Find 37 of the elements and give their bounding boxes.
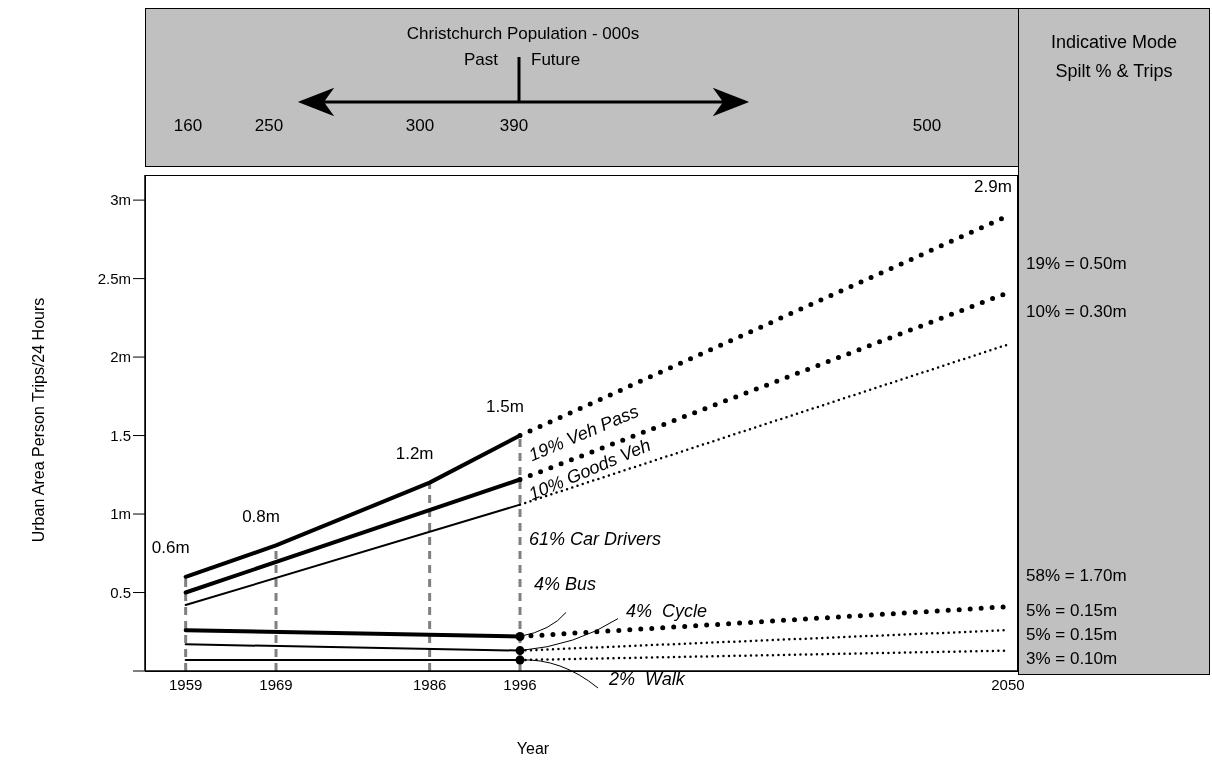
data-label: 1.2m	[395, 444, 434, 464]
data-label: 0.8m	[242, 506, 280, 526]
y-axis-title: Urban Area Person Trips/24 Hours	[30, 297, 48, 543]
text: 58% = 1.70m	[1026, 566, 1127, 586]
text: Future	[531, 50, 581, 70]
x-tick-label: 1996	[503, 675, 537, 693]
text: Christchurch Population - 000s	[406, 24, 640, 44]
text: 3% = 0.10m	[1026, 649, 1118, 669]
text: 4% Cycle	[626, 600, 708, 621]
data-label: 2.9m	[974, 177, 1012, 197]
series-label: 61% Car Drivers	[529, 528, 662, 549]
text: 5% = 0.15m	[1026, 601, 1118, 621]
text: 10% = 0.30m	[1026, 302, 1127, 322]
x-tick-label: 1969	[259, 675, 293, 693]
data-label: 0.6m	[151, 538, 190, 558]
x-tick-label: 1959	[168, 675, 203, 693]
y-tick-label: 0.5	[110, 583, 131, 601]
text: 500	[912, 116, 942, 136]
y-tick-label: 2m	[110, 348, 131, 366]
legend-label: 2% Walk	[608, 669, 686, 690]
x-tick-label: 1986	[412, 675, 447, 693]
text: 160	[173, 116, 203, 136]
text: 250	[254, 116, 284, 136]
y-tick-label: 2.5m	[97, 269, 131, 287]
text: 300	[405, 116, 435, 136]
text: Past	[463, 50, 499, 70]
data-label: 1.5m	[486, 397, 524, 417]
text: 390	[499, 116, 529, 136]
x-axis-title: Year	[516, 740, 550, 758]
x-tick-label: 2050	[991, 675, 1025, 693]
y-tick-label: 1m	[110, 505, 131, 523]
y-tick-label: 1.5	[110, 426, 131, 444]
y-tick-label: 3m	[110, 191, 131, 209]
text: Indicative Mode Spilt % & Trips	[1049, 31, 1179, 83]
text: 5% = 0.15m	[1026, 625, 1118, 645]
text: 4% Bus	[534, 574, 597, 595]
text: 19% = 0.50m	[1026, 254, 1127, 274]
